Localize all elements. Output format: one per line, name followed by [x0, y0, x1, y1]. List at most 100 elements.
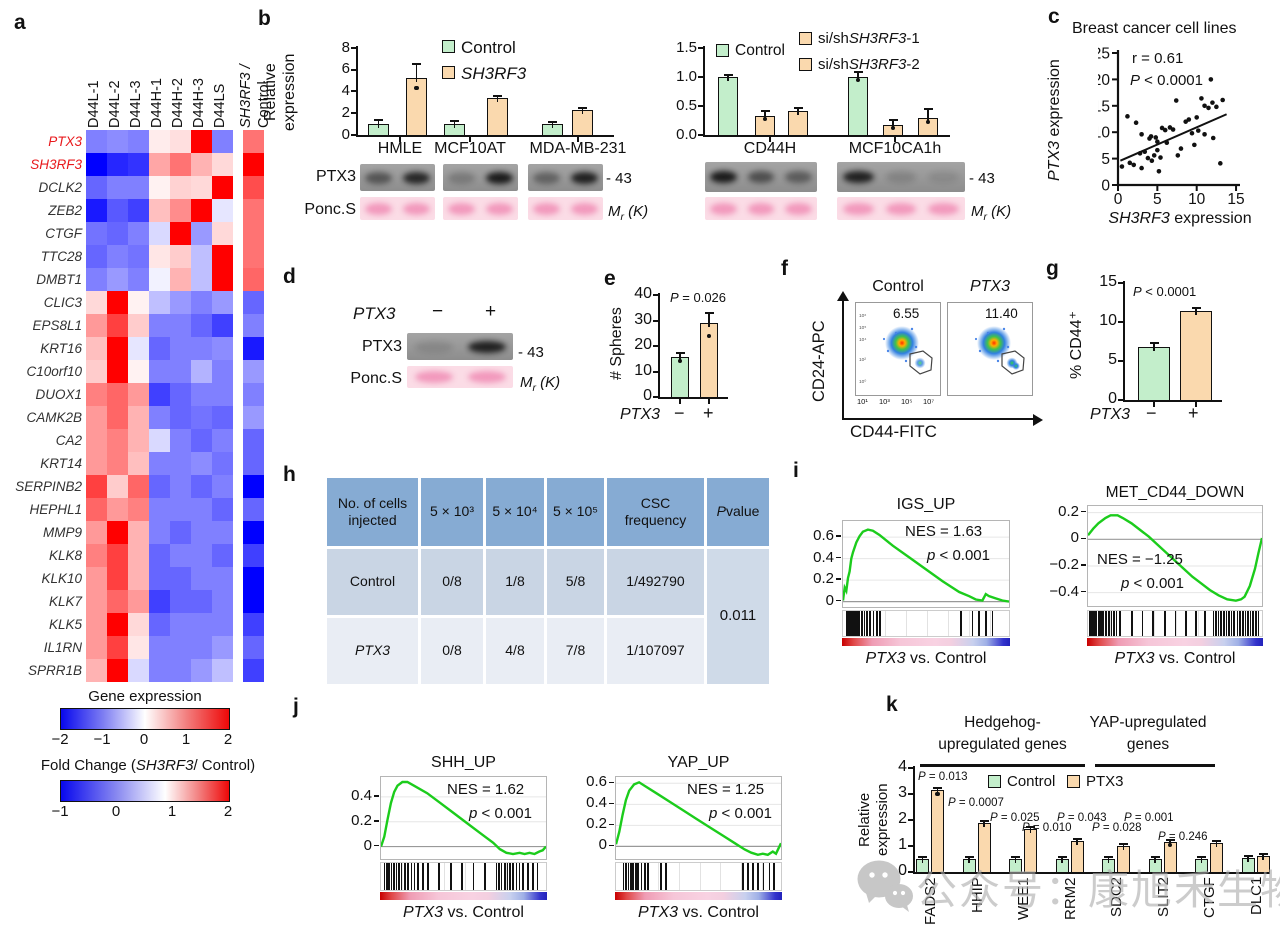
k-control-bar-error-bar-cap — [1104, 856, 1113, 858]
protein-band — [710, 171, 738, 183]
heatmap-cell — [212, 245, 233, 268]
gsea-hit-tick — [866, 611, 868, 636]
heatmap-cell — [212, 590, 233, 613]
bleft-ponceau-blot — [360, 197, 435, 220]
blot-d-ptx3 — [407, 333, 513, 360]
gsea-hit-tick — [1088, 611, 1091, 636]
gsea-hit-tick — [393, 863, 395, 890]
heatmap-cell — [212, 636, 233, 659]
bright-legend-control-label: Control — [735, 42, 785, 60]
gsea-rank-gradient — [1087, 638, 1263, 646]
heatmap-cell — [191, 521, 212, 544]
heatmap-cell — [212, 544, 233, 567]
gsea-es-curve — [1087, 514, 1264, 602]
gsea-hit-tick — [1228, 611, 1230, 636]
bleft-legend-control-label-part: Control — [461, 38, 516, 57]
cd44-plus-bar-error-bar — [1195, 307, 1197, 315]
gsea-y-tick-label: 0 — [598, 836, 607, 854]
heatmap-gene-label: KLK7 — [48, 594, 82, 609]
scatter-point — [1220, 97, 1225, 103]
scatter-point — [1133, 120, 1139, 125]
heatmap-cell — [128, 544, 149, 567]
heatmap-cell — [212, 406, 233, 429]
gsea-hit-tick — [1236, 611, 1239, 636]
bright-legend-sh2-label-part: -2 — [906, 56, 920, 73]
flow-xlabel: CD44-FITC — [850, 422, 937, 441]
k-ptx3-bar-error-bar-cap — [1258, 853, 1268, 855]
heatmap-cell — [170, 590, 191, 613]
heatmap-cell — [107, 429, 128, 452]
heatmap-cell — [107, 521, 128, 544]
scatter-ylabel: PTX3 expression — [1046, 50, 1064, 190]
heatmap-cell — [86, 590, 107, 613]
k-ptx3-bar-error-bar — [1076, 839, 1078, 845]
svg-text:10⁵: 10⁵ — [859, 325, 866, 331]
gsea-xlabel: PTX3 vs. Control — [820, 650, 1032, 668]
bright-ponceau-blot — [705, 197, 817, 220]
flow-ylabel: CD24-APC — [810, 320, 828, 402]
scatter-p-value: P < 0.0001 — [1130, 72, 1203, 89]
heatmap-cell — [107, 613, 128, 636]
gsea-title: IGS_UP — [896, 496, 956, 513]
bleft-sh3rf3-bar-error-bar — [581, 108, 584, 114]
k-legend-ptx3-label-part: PTX3 — [1086, 773, 1124, 790]
bleft-group-label: MCF10AT — [434, 140, 506, 157]
heatmap-cell — [149, 659, 170, 682]
spheres-y-tick — [653, 396, 658, 398]
heatmap-cell — [191, 406, 212, 429]
flow-percent-label: 6.55 — [893, 306, 920, 321]
gsea-p-value: p < 0.001 — [927, 547, 990, 564]
k-ptx3-bar-error-bar — [1122, 844, 1125, 850]
bright-y-tick — [698, 47, 703, 49]
gsea-hit-tick — [622, 863, 625, 890]
gsea-hit-tick — [383, 863, 386, 890]
wechat-icon — [856, 858, 914, 919]
heatmap-cell — [128, 314, 149, 337]
heatmap-fc-cell — [243, 222, 264, 245]
gsea-xlabel-rest: vs. Control — [443, 904, 524, 921]
ponceau-band — [467, 371, 506, 383]
heatmap-cell — [107, 291, 128, 314]
spheres-ylabel: # Spheres — [608, 307, 625, 381]
gsea-title: SHH_UP — [431, 754, 496, 771]
scatter-point — [1173, 98, 1179, 103]
gsea-barcode-gridline — [969, 611, 970, 636]
panel-f-label: f — [781, 257, 788, 280]
scatter-point — [1156, 168, 1162, 174]
cd44-x-tick — [1153, 402, 1155, 407]
heatmap-gene-label: C10orf10 — [26, 364, 82, 379]
panel-g-label: g — [1046, 257, 1059, 280]
heatmap-cell — [128, 291, 149, 314]
heatmap-cell — [86, 291, 107, 314]
gsea-y-tick-label: 0.6 — [813, 527, 834, 545]
heatmap-cell — [107, 245, 128, 268]
heatmap-cell — [128, 636, 149, 659]
fc-colorbar-tick: 2 — [223, 803, 233, 820]
gsea-hit-tick — [876, 611, 878, 636]
gsea-hit-tick — [395, 863, 398, 890]
scatter-xlabel-rest: expression — [1169, 210, 1252, 227]
scatter-point — [1162, 127, 1168, 133]
heatmap-cell — [128, 406, 149, 429]
heatmap-cell — [86, 130, 107, 153]
k-y-tick — [908, 819, 913, 821]
heatmap-fc-cell — [243, 176, 264, 199]
gsea-hit-tick — [846, 611, 848, 636]
cd44-minus-bar — [1138, 347, 1170, 400]
spheres-plus-bar-error-bar — [708, 312, 710, 327]
scatter-y-tick-label: 20 — [1098, 72, 1110, 89]
panel-k-label: k — [886, 693, 898, 716]
gsea-hit-tick — [1233, 611, 1235, 636]
table-cell: 7/8 — [547, 618, 604, 684]
k-legend-control-label: Control — [1007, 773, 1055, 790]
gsea-xlabel-rest: vs. Control — [905, 650, 987, 667]
gsea-hit-tick — [484, 863, 486, 890]
table-p-value-cell: 0.011 — [707, 549, 769, 684]
blot-bleft-marker: - 43 — [606, 170, 632, 187]
spheres-plus-bar-data-point — [706, 333, 712, 338]
heatmap-gene-label: HEPHL1 — [29, 502, 82, 517]
heatmap-cell — [191, 337, 212, 360]
bright-ptx3-blot — [705, 162, 817, 192]
heatmap-cell — [170, 613, 191, 636]
table-cell: 1/492790 — [607, 549, 704, 615]
